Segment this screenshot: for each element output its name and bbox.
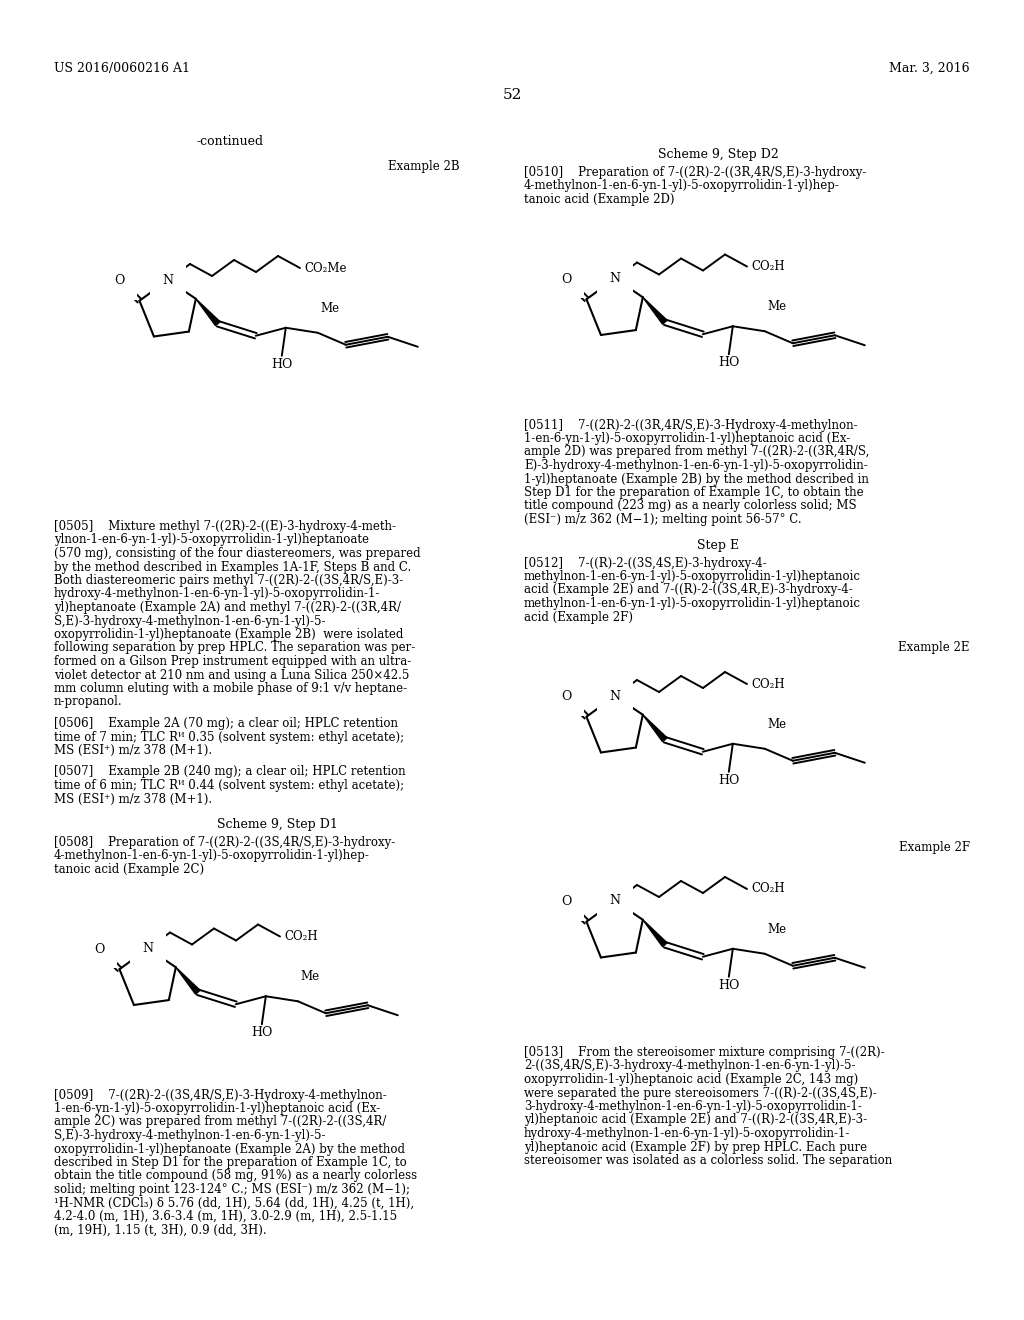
Text: following separation by prep HPLC. The separation was per-: following separation by prep HPLC. The s… bbox=[54, 642, 416, 655]
Text: [0508]    Preparation of 7-((2R)-2-((3S,4R/S,E)-3-hydroxy-: [0508] Preparation of 7-((2R)-2-((3S,4R/… bbox=[54, 836, 395, 849]
Text: n-propanol.: n-propanol. bbox=[54, 696, 123, 709]
Text: O: O bbox=[561, 690, 571, 704]
Text: O: O bbox=[94, 942, 104, 956]
Polygon shape bbox=[643, 920, 667, 946]
Polygon shape bbox=[176, 968, 200, 994]
Text: MS (ESI⁺) m/z 378 (M+1).: MS (ESI⁺) m/z 378 (M+1). bbox=[54, 792, 212, 805]
Text: methylnon-1-en-6-yn-1-yl)-5-oxopyrrolidin-1-yl)heptanoic: methylnon-1-en-6-yn-1-yl)-5-oxopyrrolidi… bbox=[524, 570, 861, 583]
Text: N: N bbox=[609, 272, 621, 285]
Text: ylnon-1-en-6-yn-1-yl)-5-oxopyrrolidin-1-yl)heptanoate: ylnon-1-en-6-yn-1-yl)-5-oxopyrrolidin-1-… bbox=[54, 533, 369, 546]
Text: [0509]    7-((2R)-2-((3S,4R/S,E)-3-Hydroxy-4-methylnon-: [0509] 7-((2R)-2-((3S,4R/S,E)-3-Hydroxy-… bbox=[54, 1089, 387, 1101]
Text: 4-methylnon-1-en-6-yn-1-yl)-5-oxopyrrolidin-1-yl)hep-: 4-methylnon-1-en-6-yn-1-yl)-5-oxopyrroli… bbox=[524, 180, 840, 193]
Text: O: O bbox=[561, 895, 571, 908]
Text: were separated the pure stereoisomers 7-((R)-2-((3S,4S,E)-: were separated the pure stereoisomers 7-… bbox=[524, 1086, 877, 1100]
Text: solid; melting point 123-124° C.; MS (ESI⁻) m/z 362 (M−1);: solid; melting point 123-124° C.; MS (ES… bbox=[54, 1183, 410, 1196]
Text: MS (ESI⁺) m/z 378 (M+1).: MS (ESI⁺) m/z 378 (M+1). bbox=[54, 744, 212, 756]
Text: Scheme 9, Step D1: Scheme 9, Step D1 bbox=[216, 818, 338, 832]
Text: HO: HO bbox=[271, 358, 293, 371]
Text: tanoic acid (Example 2C): tanoic acid (Example 2C) bbox=[54, 863, 204, 876]
Text: CO₂H: CO₂H bbox=[284, 931, 317, 942]
Text: CO₂Me: CO₂Me bbox=[304, 261, 346, 275]
Text: Scheme 9, Step D2: Scheme 9, Step D2 bbox=[657, 148, 778, 161]
Text: Me: Me bbox=[768, 923, 786, 936]
Text: CO₂H: CO₂H bbox=[751, 260, 784, 273]
Text: Step E: Step E bbox=[697, 539, 739, 552]
Text: (570 mg), consisting of the four diastereomers, was prepared: (570 mg), consisting of the four diaster… bbox=[54, 546, 421, 560]
Text: [0510]    Preparation of 7-((2R)-2-((3R,4R/S,E)-3-hydroxy-: [0510] Preparation of 7-((2R)-2-((3R,4R/… bbox=[524, 166, 866, 180]
Text: by the method described in Examples 1A-1F, Steps B and C.: by the method described in Examples 1A-1… bbox=[54, 561, 412, 573]
Text: 1-yl)heptanoate (Example 2B) by the method described in: 1-yl)heptanoate (Example 2B) by the meth… bbox=[524, 473, 869, 486]
Text: (m, 19H), 1.15 (t, 3H), 0.9 (dd, 3H).: (m, 19H), 1.15 (t, 3H), 0.9 (dd, 3H). bbox=[54, 1224, 266, 1237]
Text: (ESI⁻) m/z 362 (M−1); melting point 56-57° C.: (ESI⁻) m/z 362 (M−1); melting point 56-5… bbox=[524, 513, 802, 525]
Text: Me: Me bbox=[301, 970, 319, 983]
Text: 4-methylnon-1-en-6-yn-1-yl)-5-oxopyrrolidin-1-yl)hep-: 4-methylnon-1-en-6-yn-1-yl)-5-oxopyrroli… bbox=[54, 850, 370, 862]
Text: CO₂H: CO₂H bbox=[751, 677, 784, 690]
Text: oxopyrrolidin-1-yl)heptanoate (Example 2A) by the method: oxopyrrolidin-1-yl)heptanoate (Example 2… bbox=[54, 1143, 406, 1155]
Text: CO₂H: CO₂H bbox=[751, 883, 784, 895]
Text: 3-hydroxy-4-methylnon-1-en-6-yn-1-yl)-5-oxopyrrolidin-1-: 3-hydroxy-4-methylnon-1-en-6-yn-1-yl)-5-… bbox=[524, 1100, 862, 1113]
Text: described in Step D1 for the preparation of Example 1C, to: described in Step D1 for the preparation… bbox=[54, 1156, 407, 1170]
Text: [0507]    Example 2B (240 mg); a clear oil; HPLC retention: [0507] Example 2B (240 mg); a clear oil;… bbox=[54, 766, 406, 779]
Text: N: N bbox=[609, 689, 621, 702]
Text: Example 2F: Example 2F bbox=[899, 841, 970, 854]
Text: S,E)-3-hydroxy-4-methylnon-1-en-6-yn-1-yl)-5-: S,E)-3-hydroxy-4-methylnon-1-en-6-yn-1-y… bbox=[54, 615, 326, 627]
Text: HO: HO bbox=[718, 774, 739, 787]
Text: ample 2C) was prepared from methyl 7-((2R)-2-((3S,4R/: ample 2C) was prepared from methyl 7-((2… bbox=[54, 1115, 386, 1129]
Text: oxopyrrolidin-1-yl)heptanoate (Example 2B)  were isolated: oxopyrrolidin-1-yl)heptanoate (Example 2… bbox=[54, 628, 403, 642]
Text: oxopyrrolidin-1-yl)heptanoic acid (Example 2C, 143 mg): oxopyrrolidin-1-yl)heptanoic acid (Examp… bbox=[524, 1073, 858, 1086]
Text: E)-3-hydroxy-4-methylnon-1-en-6-yn-1-yl)-5-oxopyrrolidin-: E)-3-hydroxy-4-methylnon-1-en-6-yn-1-yl)… bbox=[524, 459, 867, 473]
Text: Both diastereomeric pairs methyl 7-((2R)-2-((3S,4R/S,E)-3-: Both diastereomeric pairs methyl 7-((2R)… bbox=[54, 574, 403, 587]
Text: HO: HO bbox=[251, 1026, 272, 1039]
Text: O: O bbox=[115, 275, 125, 288]
Text: 1-en-6-yn-1-yl)-5-oxopyrrolidin-1-yl)heptanoic acid (Ex-: 1-en-6-yn-1-yl)-5-oxopyrrolidin-1-yl)hep… bbox=[54, 1102, 380, 1115]
Text: US 2016/0060216 A1: US 2016/0060216 A1 bbox=[54, 62, 190, 75]
Text: [0512]    7-((R)-2-((3S,4S,E)-3-hydroxy-4-: [0512] 7-((R)-2-((3S,4S,E)-3-hydroxy-4- bbox=[524, 557, 767, 569]
Text: N: N bbox=[609, 895, 621, 908]
Text: obtain the title compound (58 mg, 91%) as a nearly colorless: obtain the title compound (58 mg, 91%) a… bbox=[54, 1170, 417, 1183]
Text: 2-((3S,4R/S,E)-3-hydroxy-4-methylnon-1-en-6-yn-1-yl)-5-: 2-((3S,4R/S,E)-3-hydroxy-4-methylnon-1-e… bbox=[524, 1060, 855, 1072]
Text: N: N bbox=[163, 273, 173, 286]
Text: time of 7 min; TLC Rᴻ 0.35 (solvent system: ethyl acetate);: time of 7 min; TLC Rᴻ 0.35 (solvent syst… bbox=[54, 730, 404, 743]
Text: [0511]    7-((2R)-2-((3R,4R/S,E)-3-Hydroxy-4-methylnon-: [0511] 7-((2R)-2-((3R,4R/S,E)-3-Hydroxy-… bbox=[524, 418, 858, 432]
Text: ample 2D) was prepared from methyl 7-((2R)-2-((3R,4R/S,: ample 2D) was prepared from methyl 7-((2… bbox=[524, 446, 869, 458]
Text: 1-en-6-yn-1-yl)-5-oxopyrrolidin-1-yl)heptanoic acid (Ex-: 1-en-6-yn-1-yl)-5-oxopyrrolidin-1-yl)hep… bbox=[524, 432, 850, 445]
Text: yl)heptanoic acid (Example 2E) and 7-((R)-2-((3S,4R,E)-3-: yl)heptanoic acid (Example 2E) and 7-((R… bbox=[524, 1114, 867, 1126]
Text: yl)heptanoic acid (Example 2F) by prep HPLC. Each pure: yl)heptanoic acid (Example 2F) by prep H… bbox=[524, 1140, 867, 1154]
Text: acid (Example 2E) and 7-((R)-2-((3S,4R,E)-3-hydroxy-4-: acid (Example 2E) and 7-((R)-2-((3S,4R,E… bbox=[524, 583, 853, 597]
Text: mm column eluting with a mobile phase of 9:1 v/v heptane-: mm column eluting with a mobile phase of… bbox=[54, 682, 408, 696]
Text: O: O bbox=[561, 273, 571, 285]
Text: N: N bbox=[142, 942, 154, 954]
Text: methylnon-1-en-6-yn-1-yl)-5-oxopyrrolidin-1-yl)heptanoic: methylnon-1-en-6-yn-1-yl)-5-oxopyrrolidi… bbox=[524, 597, 861, 610]
Text: ¹H-NMR (CDCl₃) δ 5.76 (dd, 1H), 5.64 (dd, 1H), 4.25 (t, 1H),: ¹H-NMR (CDCl₃) δ 5.76 (dd, 1H), 5.64 (dd… bbox=[54, 1196, 414, 1209]
Text: 4.2-4.0 (m, 1H), 3.6-3.4 (m, 1H), 3.0-2.9 (m, 1H), 2.5-1.15: 4.2-4.0 (m, 1H), 3.6-3.4 (m, 1H), 3.0-2.… bbox=[54, 1210, 397, 1224]
Text: tanoic acid (Example 2D): tanoic acid (Example 2D) bbox=[524, 193, 675, 206]
Text: time of 6 min; TLC Rᴻ 0.44 (solvent system: ethyl acetate);: time of 6 min; TLC Rᴻ 0.44 (solvent syst… bbox=[54, 779, 404, 792]
Text: [0506]    Example 2A (70 mg); a clear oil; HPLC retention: [0506] Example 2A (70 mg); a clear oil; … bbox=[54, 717, 398, 730]
Text: Step D1 for the preparation of Example 1C, to obtain the: Step D1 for the preparation of Example 1… bbox=[524, 486, 863, 499]
Text: HO: HO bbox=[718, 978, 739, 991]
Polygon shape bbox=[196, 298, 220, 326]
Polygon shape bbox=[643, 297, 667, 325]
Text: Me: Me bbox=[768, 300, 786, 313]
Text: -continued: -continued bbox=[197, 135, 263, 148]
Text: S,E)-3-hydroxy-4-methylnon-1-en-6-yn-1-yl)-5-: S,E)-3-hydroxy-4-methylnon-1-en-6-yn-1-y… bbox=[54, 1129, 326, 1142]
Text: hydroxy-4-methylnon-1-en-6-yn-1-yl)-5-oxopyrrolidin-1-: hydroxy-4-methylnon-1-en-6-yn-1-yl)-5-ox… bbox=[524, 1127, 850, 1140]
Text: violet detector at 210 nm and using a Luna Silica 250×42.5: violet detector at 210 nm and using a Lu… bbox=[54, 668, 410, 681]
Text: hydroxy-4-methylnon-1-en-6-yn-1-yl)-5-oxopyrrolidin-1-: hydroxy-4-methylnon-1-en-6-yn-1-yl)-5-ox… bbox=[54, 587, 380, 601]
Text: yl)heptanoate (Example 2A) and methyl 7-((2R)-2-((3R,4R/: yl)heptanoate (Example 2A) and methyl 7-… bbox=[54, 601, 401, 614]
Text: formed on a Gilson Prep instrument equipped with an ultra-: formed on a Gilson Prep instrument equip… bbox=[54, 655, 412, 668]
Text: stereoisomer was isolated as a colorless solid. The separation: stereoisomer was isolated as a colorless… bbox=[524, 1154, 892, 1167]
Text: Me: Me bbox=[768, 718, 786, 731]
Polygon shape bbox=[643, 714, 667, 742]
Text: Me: Me bbox=[321, 302, 340, 314]
Text: [0505]    Mixture methyl 7-((2R)-2-((E)-3-hydroxy-4-meth-: [0505] Mixture methyl 7-((2R)-2-((E)-3-h… bbox=[54, 520, 396, 533]
Text: acid (Example 2F): acid (Example 2F) bbox=[524, 610, 633, 623]
Text: Example 2B: Example 2B bbox=[388, 160, 460, 173]
Text: HO: HO bbox=[718, 356, 739, 370]
Text: [0513]    From the stereoisomer mixture comprising 7-((2R)-: [0513] From the stereoisomer mixture com… bbox=[524, 1045, 885, 1059]
Text: Example 2E: Example 2E bbox=[898, 642, 970, 653]
Text: title compound (223 mg) as a nearly colorless solid; MS: title compound (223 mg) as a nearly colo… bbox=[524, 499, 857, 512]
Text: 52: 52 bbox=[503, 88, 521, 102]
Text: Mar. 3, 2016: Mar. 3, 2016 bbox=[890, 62, 970, 75]
